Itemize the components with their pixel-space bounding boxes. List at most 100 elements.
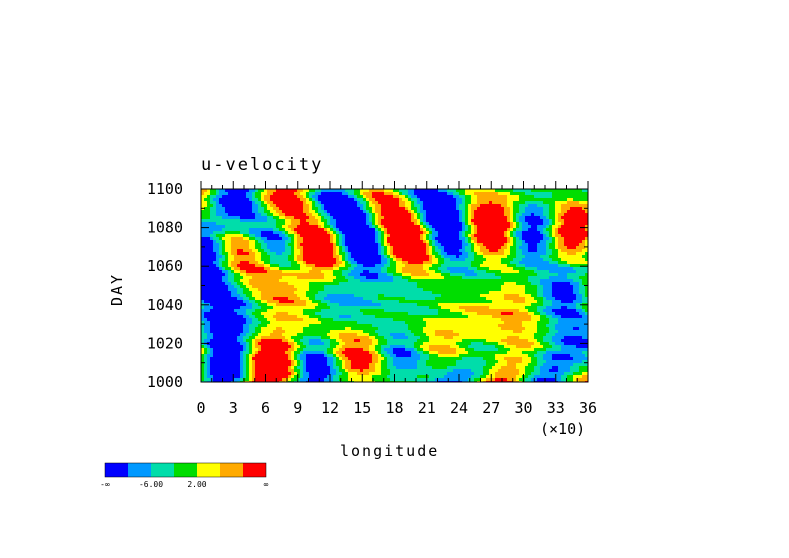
- contour-cell: [342, 261, 345, 264]
- contour-cell: [243, 291, 252, 294]
- contour-cell: [312, 204, 315, 207]
- contour-cell: [201, 261, 213, 264]
- contour-cell: [459, 213, 462, 216]
- contour-cell: [510, 207, 513, 210]
- contour-cell: [210, 201, 216, 204]
- contour-cell: [417, 351, 423, 354]
- contour-cell: [396, 258, 402, 261]
- contour-cell: [303, 261, 306, 264]
- contour-cell: [330, 306, 429, 309]
- contour-cell: [522, 249, 528, 252]
- contour-cell: [507, 228, 510, 231]
- contour-cell: [306, 192, 309, 195]
- contour-cell: [462, 216, 465, 219]
- contour-cell: [363, 210, 366, 213]
- contour-cell: [309, 216, 315, 219]
- contour-cell: [519, 198, 567, 201]
- contour-cell: [204, 357, 207, 360]
- contour-cell: [471, 219, 507, 222]
- contour-cell: [330, 213, 366, 216]
- contour-cell: [525, 372, 531, 375]
- contour-cell: [213, 306, 240, 309]
- contour-cell: [309, 192, 315, 195]
- contour-cell: [387, 261, 390, 264]
- contour-cell: [249, 342, 252, 345]
- contour-cell: [243, 360, 246, 363]
- contour-cell: [267, 270, 282, 273]
- contour-cell: [288, 312, 303, 315]
- contour-cell: [423, 330, 435, 333]
- contour-cell: [564, 372, 573, 375]
- contour-cell: [303, 309, 321, 312]
- contour-cell: [585, 228, 588, 231]
- contour-cell: [381, 261, 387, 264]
- contour-cell: [555, 240, 558, 243]
- contour-cell: [345, 189, 354, 192]
- contour-cell: [252, 363, 255, 366]
- contour-cell: [243, 345, 246, 348]
- contour-cell: [231, 246, 249, 249]
- contour-cell: [276, 252, 282, 255]
- contour-cell: [387, 243, 390, 246]
- contour-cell: [525, 192, 552, 195]
- contour-cell: [309, 372, 330, 375]
- contour-cell: [522, 240, 525, 243]
- contour-cell: [345, 363, 351, 366]
- contour-cell: [390, 372, 447, 375]
- contour-cell: [309, 198, 312, 201]
- contour-cell: [339, 342, 345, 345]
- contour-cell: [252, 378, 255, 381]
- contour-cell: [546, 216, 549, 219]
- contour-cell: [366, 276, 378, 279]
- contour-cell: [288, 375, 291, 378]
- contour-cell: [294, 345, 300, 348]
- contour-cell: [573, 267, 588, 270]
- contour-cell: [333, 366, 339, 369]
- contour-cell: [249, 240, 255, 243]
- contour-cell: [261, 204, 267, 207]
- contour-cell: [552, 354, 570, 357]
- contour-cell: [306, 300, 312, 303]
- contour-cell: [438, 240, 462, 243]
- contour-cell: [201, 285, 228, 288]
- contour-cell: [249, 231, 261, 234]
- contour-cell: [339, 258, 342, 261]
- contour-cell: [525, 240, 540, 243]
- contour-cell: [381, 234, 384, 237]
- contour-cell: [288, 369, 294, 372]
- contour-cell: [417, 198, 420, 201]
- contour-cell: [561, 345, 576, 348]
- contour-cell: [543, 291, 552, 294]
- contour-cell: [252, 276, 282, 279]
- contour-cell: [273, 330, 285, 333]
- contour-cell: [543, 258, 552, 261]
- contour-cell: [357, 198, 363, 201]
- contour-cell: [543, 285, 552, 288]
- contour-cell: [363, 192, 372, 195]
- contour-cell: [423, 318, 501, 321]
- contour-cell: [582, 255, 588, 258]
- contour-cell: [291, 336, 303, 339]
- contour-cell: [390, 249, 393, 252]
- contour-cell: [246, 360, 249, 363]
- contour-cell: [555, 204, 561, 207]
- contour-cell: [372, 357, 378, 360]
- contour-cell: [582, 282, 588, 285]
- contour-cell: [291, 366, 294, 369]
- contour-cell: [363, 195, 366, 198]
- contour-cell: [258, 240, 264, 243]
- contour-cell: [351, 315, 375, 318]
- contour-cell: [321, 321, 357, 324]
- contour-cell: [516, 282, 531, 285]
- contour-cell: [450, 345, 459, 348]
- contour-cell: [201, 204, 207, 207]
- contour-cell: [321, 270, 333, 273]
- contour-cell: [282, 270, 309, 273]
- contour-cell: [573, 300, 582, 303]
- contour-cell: [294, 252, 300, 255]
- contour-cell: [516, 264, 525, 267]
- contour-cell: [546, 225, 549, 228]
- contour-cell: [546, 360, 582, 363]
- contour-cell: [378, 213, 381, 216]
- contour-cell: [516, 378, 519, 381]
